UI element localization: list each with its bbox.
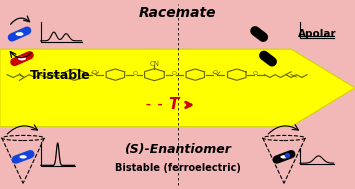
Text: O: O [253,71,258,76]
Text: (S)-Enantiomer: (S)-Enantiomer [124,143,231,156]
Circle shape [15,32,24,36]
Text: O: O [132,71,137,76]
Circle shape [280,155,288,159]
Text: O: O [91,70,96,75]
Text: O: O [52,72,58,78]
Text: O: O [171,71,176,76]
Circle shape [19,155,27,159]
Text: Bistable (ferroelectric): Bistable (ferroelectric) [115,163,240,173]
Text: CN: CN [149,61,159,67]
Text: T: T [169,97,179,112]
Circle shape [17,56,27,61]
Text: Apolar: Apolar [299,29,337,39]
Text: Racemate: Racemate [139,6,216,20]
Text: Tristable: Tristable [30,69,91,82]
Text: –  –: – – [146,100,163,110]
Text: O: O [213,70,218,75]
Polygon shape [0,49,355,127]
